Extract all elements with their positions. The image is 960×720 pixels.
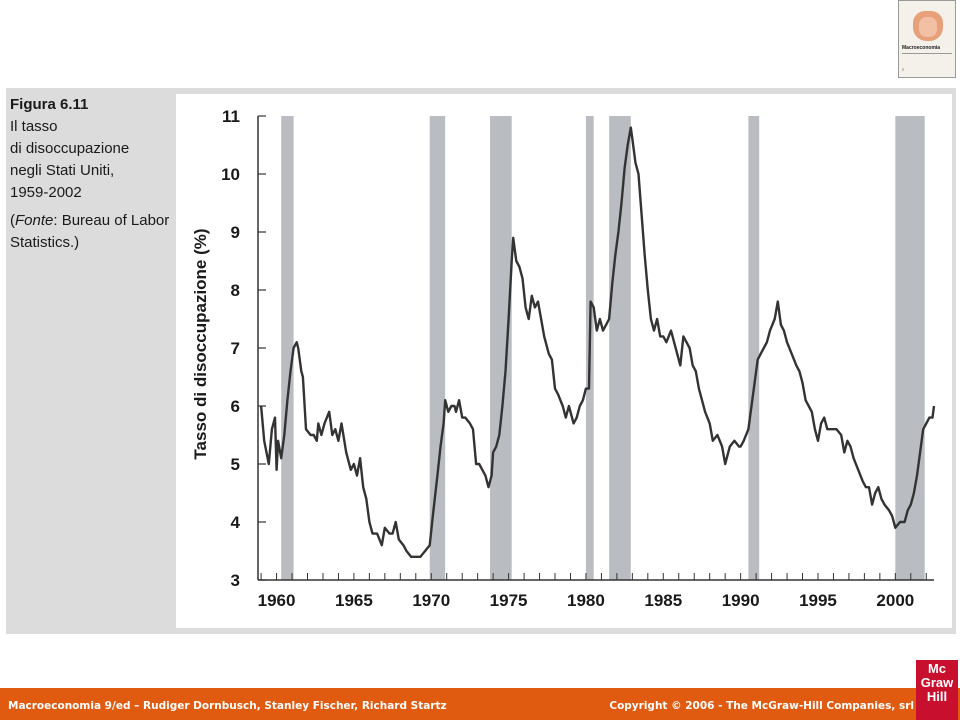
caption-line-1: Il tasso (10, 118, 58, 135)
unemployment-chart: 3 4 5 6 7 8 9 10 11 1960 1965 1970 1975 1980 1985 1990 1… (191, 107, 936, 610)
source-paren: ( (10, 212, 15, 229)
logo-line-2: Graw (920, 675, 954, 690)
cover-divider (902, 53, 952, 54)
y-tick-label: 4 (231, 513, 241, 532)
logo-line-1: Mc (927, 661, 947, 676)
recession-band-0 (281, 116, 294, 580)
recession-bands (281, 116, 925, 580)
x-tick-label: 1965 (335, 591, 373, 610)
footer-bar: Macroeconomia 9/ed – Rudiger Dornbusch, … (0, 688, 960, 720)
x-tick-label: 2000 (876, 591, 914, 610)
tick-labels: 3 4 5 6 7 8 9 10 11 1960 1965 1970 1975 1980 1985 1990 1… (221, 107, 914, 610)
series-line (259, 126, 936, 558)
caption-source: (Fonte: Bureau of Labor Statistics.) (10, 210, 170, 254)
caption-line-2: di disoccupazione (10, 140, 130, 157)
caption-line-3: negli Stati Uniti, (10, 162, 115, 179)
recession-band-4 (609, 116, 631, 580)
caption-line-4: 1959-2002 (10, 184, 82, 201)
y-tick-label: 6 (231, 397, 240, 416)
y-tick-label: 11 (222, 107, 240, 126)
y-tick-label: 9 (231, 223, 240, 242)
x-tick-label: 1990 (722, 591, 760, 610)
y-tick-label: 5 (231, 455, 240, 474)
recession-band-6 (895, 116, 925, 580)
recession-band-2 (490, 116, 512, 580)
x-tick-label: 1975 (490, 591, 528, 610)
x-tick-label: 1960 (258, 591, 296, 610)
x-tick-label: 1980 (567, 591, 605, 610)
recession-band-1 (429, 116, 446, 580)
chart-axes (257, 115, 934, 581)
y-tick-label: 8 (231, 281, 240, 300)
x-tick-label: 1970 (412, 591, 450, 610)
cover-publisher-logo: ≡ (902, 67, 905, 72)
figure-caption: Figura 6.11 Il tasso di disoccupazione n… (10, 94, 170, 254)
figure-number: Figura 6.11 (10, 96, 89, 113)
y-tick-label: 7 (231, 339, 240, 358)
y-axis-label: Tasso di disoccupazione (%) (191, 228, 210, 459)
book-cover-thumbnail: Macroeconomia ≡ (898, 0, 956, 78)
source-rest: : Bureau of Labor Statistics.) (10, 212, 170, 251)
footer-copyright: Copyright © 2006 - The McGraw-Hill Compa… (609, 700, 914, 712)
x-tick-label: 1995 (799, 591, 837, 610)
cover-illustration-inner (919, 17, 937, 37)
y-tick-label: 10 (221, 165, 240, 184)
x-tick-label: 1985 (644, 591, 682, 610)
footer-credits: Macroeconomia 9/ed – Rudiger Dornbusch, … (8, 700, 447, 712)
cover-title: Macroeconomia (902, 45, 941, 51)
mcgraw-hill-logo: Mc Graw Hill (916, 660, 958, 720)
recession-band-5 (748, 116, 760, 580)
chart-area: 3 4 5 6 7 8 9 10 11 1960 1965 1970 1975 1980 1985 1990 1… (176, 94, 952, 628)
source-word: Fonte (15, 212, 54, 229)
logo-line-3: Hill (926, 689, 948, 704)
y-tick-label: 3 (231, 571, 240, 590)
